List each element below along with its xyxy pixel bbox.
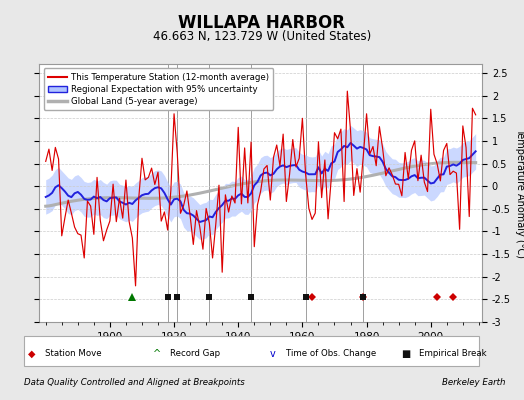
Text: ■: ■: [401, 349, 411, 359]
Legend: This Temperature Station (12-month average), Regional Expectation with 95% uncer: This Temperature Station (12-month avera…: [43, 68, 274, 110]
Text: WILLAPA HARBOR: WILLAPA HARBOR: [179, 14, 345, 32]
Text: ^: ^: [153, 349, 161, 359]
Text: Time of Obs. Change: Time of Obs. Change: [263, 346, 357, 356]
Text: ◆: ◆: [28, 349, 35, 359]
Text: Station Move: Station Move: [45, 350, 101, 358]
Text: Time of Obs. Change: Time of Obs. Change: [286, 350, 376, 358]
Text: Data Quality Controlled and Aligned at Breakpoints: Data Quality Controlled and Aligned at B…: [24, 378, 244, 387]
Text: Empirical Break: Empirical Break: [375, 346, 446, 356]
Text: Record Gap: Record Gap: [156, 346, 208, 356]
Text: v: v: [270, 349, 275, 359]
Text: Record Gap: Record Gap: [170, 350, 221, 358]
Y-axis label: Temperature Anomaly (°C): Temperature Anomaly (°C): [515, 128, 524, 258]
Text: Empirical Break: Empirical Break: [419, 350, 487, 358]
Text: 46.663 N, 123.729 W (United States): 46.663 N, 123.729 W (United States): [153, 30, 371, 43]
Text: Station Move: Station Move: [42, 346, 101, 356]
Text: Berkeley Earth: Berkeley Earth: [442, 378, 506, 387]
